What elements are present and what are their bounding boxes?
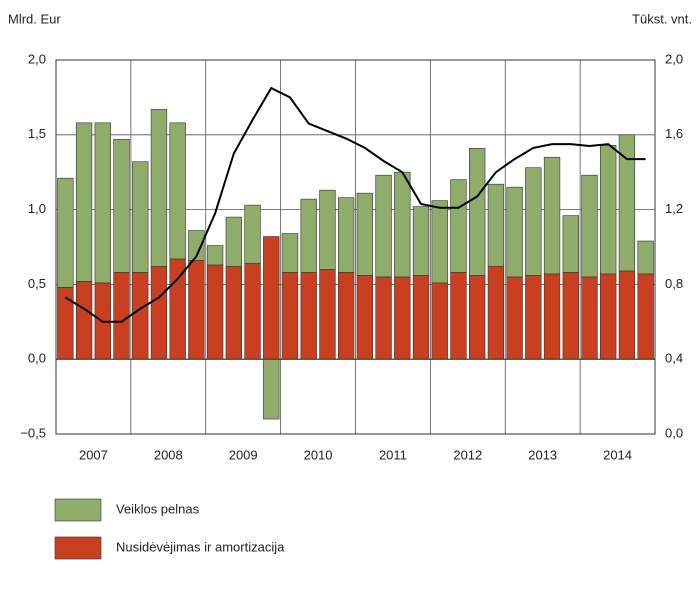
bar [375, 174, 392, 278]
y-tick-label: 0,5 [28, 276, 46, 291]
bar [469, 147, 486, 276]
bar [94, 122, 111, 284]
bar [637, 240, 654, 275]
bar [113, 272, 130, 360]
bar [525, 275, 542, 360]
bar [394, 171, 411, 278]
legend-label: Veiklos pelnas [116, 501, 200, 516]
bar [375, 276, 392, 360]
bar [450, 179, 467, 273]
bar [263, 358, 280, 420]
bar [506, 276, 523, 360]
bar [75, 281, 93, 360]
y-tick-label: −0,5 [20, 425, 46, 440]
bar [113, 138, 130, 273]
bar [412, 275, 430, 360]
bar [562, 272, 579, 360]
legend-swatch [54, 498, 102, 522]
bar [637, 273, 654, 360]
bar [75, 122, 93, 282]
bar [469, 275, 486, 360]
bar [562, 215, 579, 273]
bar [618, 270, 636, 360]
y-tick-label: 2,0 [28, 51, 46, 66]
bar [132, 272, 149, 360]
x-group-label: 2011 [379, 447, 407, 462]
bar [543, 273, 561, 360]
bar [487, 183, 505, 267]
y-tick-label: 1,0 [28, 201, 46, 216]
y-tick-label: 0,0 [28, 351, 46, 366]
y2-tick-label: 2,0 [665, 51, 683, 66]
y2-tick-label: 1,2 [665, 201, 683, 216]
bar [431, 200, 448, 284]
bar [319, 189, 336, 270]
line-series [64, 86, 646, 323]
legend-label: Nusidėvėjimas ir amortizacija [116, 539, 285, 554]
x-group-label: 2007 [79, 447, 108, 462]
bar [506, 186, 523, 278]
bar [244, 204, 261, 264]
bar [394, 276, 411, 360]
bar [300, 272, 317, 360]
bar [281, 233, 299, 273]
y2-tick-label: 1,6 [665, 126, 683, 141]
bar [132, 161, 149, 273]
bar [169, 122, 186, 260]
bar [206, 264, 224, 360]
bar [169, 258, 186, 360]
bar [150, 266, 168, 360]
y-tick-label: 1,5 [28, 126, 46, 141]
x-group-label: 2012 [453, 447, 482, 462]
bar [188, 260, 205, 360]
x-group-label: 2014 [603, 447, 632, 462]
bar [581, 174, 598, 278]
bar [244, 263, 261, 360]
bar [525, 167, 542, 276]
legend-swatch [54, 536, 102, 560]
bar [431, 282, 448, 360]
x-group-label: 2013 [528, 447, 557, 462]
bar [581, 276, 598, 360]
bar [356, 275, 374, 360]
bar [206, 245, 224, 266]
bar [337, 272, 355, 360]
bar [319, 269, 336, 360]
bar [150, 109, 168, 267]
bar [263, 236, 280, 360]
bar [450, 272, 467, 360]
bar [487, 266, 505, 360]
bar [543, 156, 561, 275]
bar [57, 177, 74, 288]
bar [600, 273, 617, 360]
bar [225, 216, 242, 267]
bar [618, 134, 636, 272]
bar [300, 198, 317, 273]
bar [281, 272, 299, 360]
y2-axis-label: Tūkst. vnt. [632, 11, 692, 26]
plot-frame [55, 59, 656, 435]
bar [600, 144, 617, 275]
y2-tick-label: 0,4 [665, 351, 683, 366]
bar [188, 230, 205, 261]
bar [356, 192, 374, 276]
y2-tick-label: 0,8 [665, 276, 683, 291]
x-group-label: 2008 [154, 447, 183, 462]
x-group-label: 2010 [304, 447, 333, 462]
y2-tick-label: 0,0 [665, 425, 683, 440]
bar [337, 197, 355, 273]
bar [225, 266, 242, 360]
y-axis-label: Mlrd. Eur [8, 11, 61, 26]
bar [412, 206, 430, 276]
x-group-label: 2009 [229, 447, 258, 462]
